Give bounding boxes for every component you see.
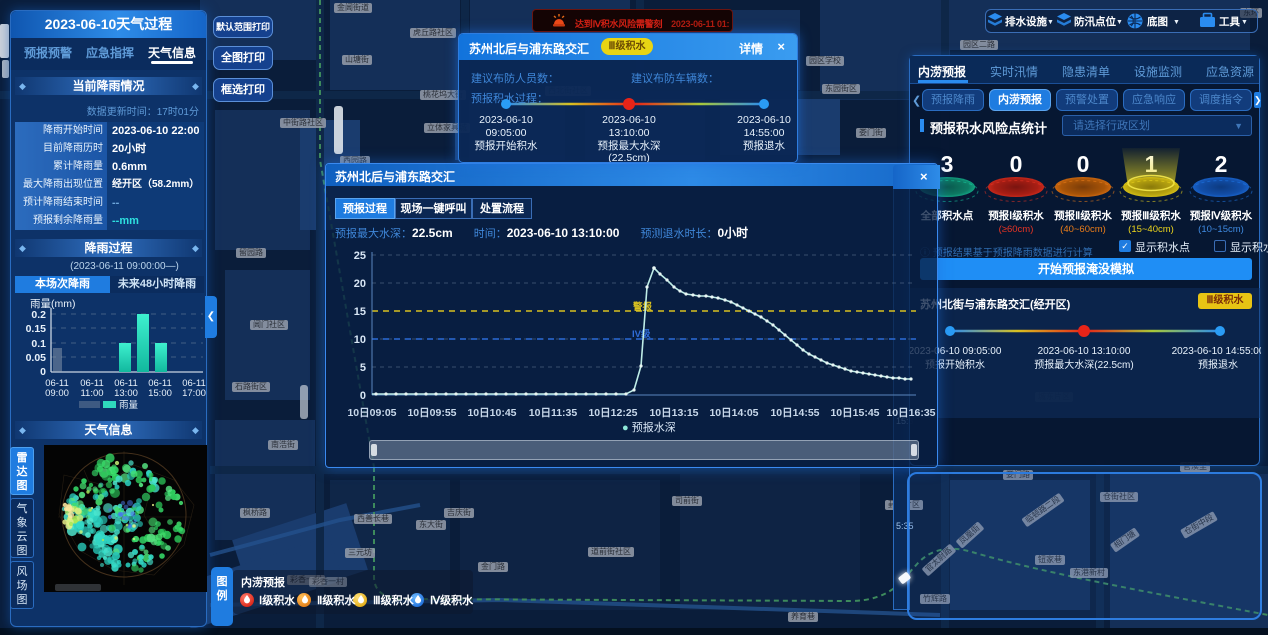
svg-text:(40~60cm): (40~60cm)	[1060, 224, 1106, 235]
svg-text:0.1: 0.1	[31, 338, 46, 350]
svg-text:09:05:00: 09:05:00	[486, 127, 527, 139]
svg-text:0: 0	[40, 366, 46, 378]
svg-text:2023-06-10 13:10:00: 2023-06-10 13:10:00	[1038, 346, 1131, 357]
svg-text:Ⅰ级积水: Ⅰ级积水	[259, 593, 296, 607]
svg-text:10日09:05: 10日09:05	[347, 407, 396, 419]
svg-text:3: 3	[941, 151, 954, 177]
svg-text:10日15:45: 10日15:45	[830, 407, 879, 419]
svg-text:2023-06-10: 2023-06-10	[479, 114, 533, 126]
svg-text:06-11: 06-11	[114, 378, 138, 389]
svg-text:2023-06-10 14:55:00: 2023-06-10 14:55:00	[1172, 346, 1261, 357]
svg-text:06-11: 06-11	[45, 378, 69, 389]
svg-text:2023-06-10 09:05:00: 2023-06-10 09:05:00	[910, 346, 1002, 357]
svg-text:0: 0	[1010, 151, 1023, 177]
svg-text:Ⅱ级积水: Ⅱ级积水	[317, 593, 356, 607]
svg-text:预报Ⅳ级积水: 预报Ⅳ级积水	[1190, 209, 1253, 222]
svg-text:(10~15cm): (10~15cm)	[1198, 224, 1244, 235]
svg-text:06-11: 06-11	[80, 378, 104, 389]
svg-text:15: 15	[354, 306, 366, 318]
svg-text:13:00: 13:00	[114, 388, 138, 399]
svg-text:0: 0	[1077, 151, 1090, 177]
svg-text:Ⅲ级积水: Ⅲ级积水	[373, 593, 415, 607]
svg-text:10日09:55: 10日09:55	[407, 407, 456, 419]
svg-text:雨量: 雨量	[119, 400, 139, 411]
svg-text:预报Ⅰ级积水: 预报Ⅰ级积水	[988, 209, 1044, 222]
svg-text:(15~40cm): (15~40cm)	[1128, 224, 1174, 235]
svg-text:10日13:15: 10日13:15	[649, 407, 698, 419]
svg-text:13:10:00: 13:10:00	[609, 127, 650, 139]
svg-text:预报Ⅲ级积水: 预报Ⅲ级积水	[1121, 209, 1181, 222]
svg-text:10日14:55: 10日14:55	[770, 407, 819, 419]
svg-text:06-11: 06-11	[182, 378, 206, 389]
svg-text:工具: 工具	[1219, 16, 1241, 28]
svg-text:09:00: 09:00	[45, 388, 69, 399]
svg-text:10日14:05: 10日14:05	[709, 407, 758, 419]
svg-text:IV级: IV级	[632, 328, 651, 340]
svg-text:预报Ⅱ级积水: 预报Ⅱ级积水	[1054, 209, 1112, 222]
svg-text:预报开始积水: 预报开始积水	[925, 358, 985, 371]
svg-text:10日11:35: 10日11:35	[529, 407, 578, 419]
svg-text:底图: 底图	[1147, 15, 1168, 28]
svg-text:▼: ▼	[1047, 19, 1054, 26]
svg-text:预报最大水深: 预报最大水深	[598, 139, 661, 152]
svg-text:防汛点位: 防汛点位	[1074, 15, 1116, 28]
svg-text:20: 20	[354, 278, 366, 290]
svg-text:(22.5cm): (22.5cm)	[608, 152, 649, 162]
svg-text:2023-06-10: 2023-06-10	[737, 114, 791, 126]
svg-text:预报退水: 预报退水	[1198, 358, 1238, 371]
svg-text:06-11: 06-11	[148, 378, 172, 389]
svg-text:25: 25	[354, 250, 366, 262]
svg-text:15:00: 15:00	[148, 388, 172, 399]
svg-text:0.05: 0.05	[26, 352, 47, 364]
svg-text:10日16:35: 10日16:35	[886, 407, 935, 419]
svg-text:14:55:00: 14:55:00	[744, 127, 785, 139]
svg-text:0: 0	[360, 390, 366, 402]
svg-text:▼: ▼	[1173, 19, 1180, 26]
svg-text:5: 5	[360, 362, 366, 374]
svg-text:预报退水: 预报退水	[743, 139, 785, 152]
svg-text:0.15: 0.15	[26, 323, 47, 335]
svg-text:排水设施: 排水设施	[1005, 15, 1047, 28]
svg-text:2: 2	[1215, 151, 1228, 177]
svg-text:10: 10	[354, 334, 366, 346]
svg-text:2023-06-10: 2023-06-10	[602, 114, 656, 126]
svg-text:17:00: 17:00	[182, 388, 206, 399]
svg-text:警报: 警报	[633, 301, 653, 313]
svg-text:0.2: 0.2	[31, 309, 46, 321]
svg-text:▼: ▼	[1241, 19, 1248, 26]
svg-text:11:00: 11:00	[80, 388, 103, 399]
svg-text:10日10:45: 10日10:45	[467, 407, 516, 419]
svg-text:(≥60cm): (≥60cm)	[999, 224, 1034, 235]
svg-text:Ⅳ级积水: Ⅳ级积水	[430, 593, 474, 607]
svg-text:雨量(mm): 雨量(mm)	[30, 298, 76, 310]
svg-text:预报最大水深(22.5cm): 预报最大水深(22.5cm)	[1034, 358, 1133, 371]
svg-text:▼: ▼	[1116, 19, 1123, 26]
svg-text:预报开始积水: 预报开始积水	[475, 139, 538, 152]
svg-text:10日12:25: 10日12:25	[588, 407, 637, 419]
